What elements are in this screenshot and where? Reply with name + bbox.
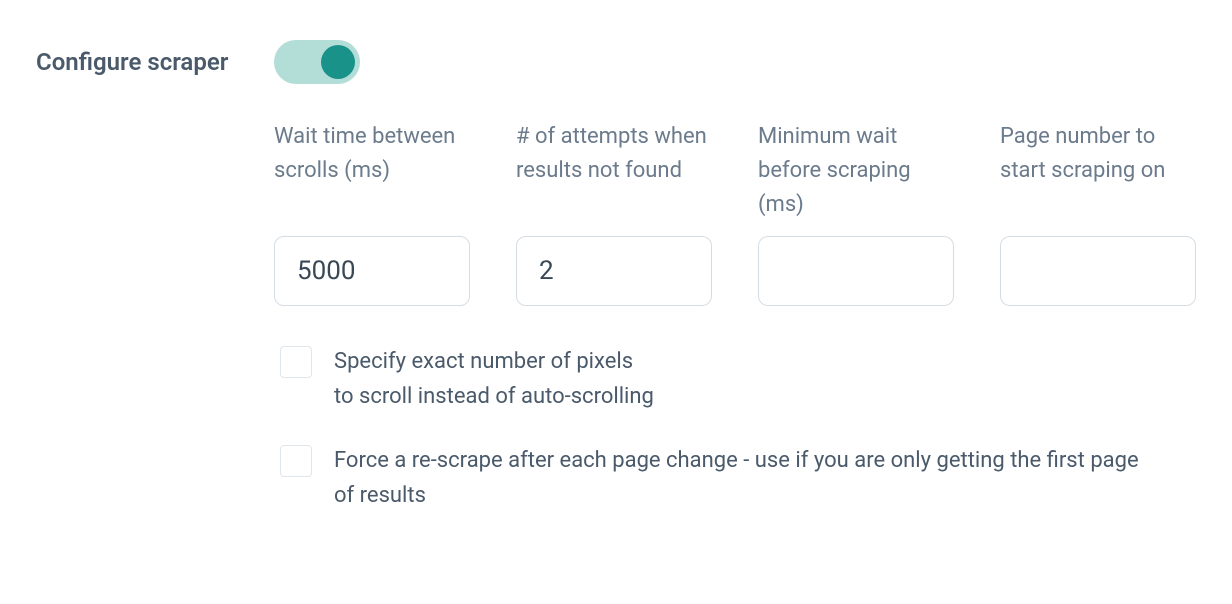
field-start-page: Page number to start scraping on xyxy=(1000,120,1196,306)
attempts-input[interactable] xyxy=(516,236,712,306)
min-wait-input[interactable] xyxy=(758,236,954,306)
checkbox-row-force-rescrape: Force a re-scrape after each page change… xyxy=(274,443,1196,513)
configure-scraper-section: Configure scraper Wait time between scro… xyxy=(36,40,1196,541)
start-page-input[interactable] xyxy=(1000,236,1196,306)
checkbox-row-pixel-scroll: Specify exact number of pixels to scroll… xyxy=(274,344,1196,414)
section-title: Configure scraper xyxy=(36,40,274,78)
scraper-enable-toggle[interactable] xyxy=(274,40,360,84)
field-min-wait: Minimum wait before scraping (ms) xyxy=(758,120,954,306)
field-label: # of attempts when results not found xyxy=(516,120,712,222)
field-label: Minimum wait before scraping (ms) xyxy=(758,120,954,222)
wait-between-scrolls-input[interactable] xyxy=(274,236,470,306)
field-label: Wait time between scrolls (ms) xyxy=(274,120,470,222)
force-rescrape-checkbox[interactable] xyxy=(280,445,312,477)
field-label: Page number to start scraping on xyxy=(1000,120,1196,222)
toggle-knob xyxy=(321,45,355,79)
checkbox-label: Force a re-scrape after each page change… xyxy=(334,443,1154,513)
field-attempts: # of attempts when results not found xyxy=(516,120,712,306)
fields-row: Wait time between scrolls (ms) # of atte… xyxy=(274,120,1196,306)
section-content: Wait time between scrolls (ms) # of atte… xyxy=(274,40,1196,541)
pixel-scroll-checkbox[interactable] xyxy=(280,346,312,378)
field-wait-between-scrolls: Wait time between scrolls (ms) xyxy=(274,120,470,306)
checkbox-label: Specify exact number of pixels to scroll… xyxy=(334,344,654,414)
